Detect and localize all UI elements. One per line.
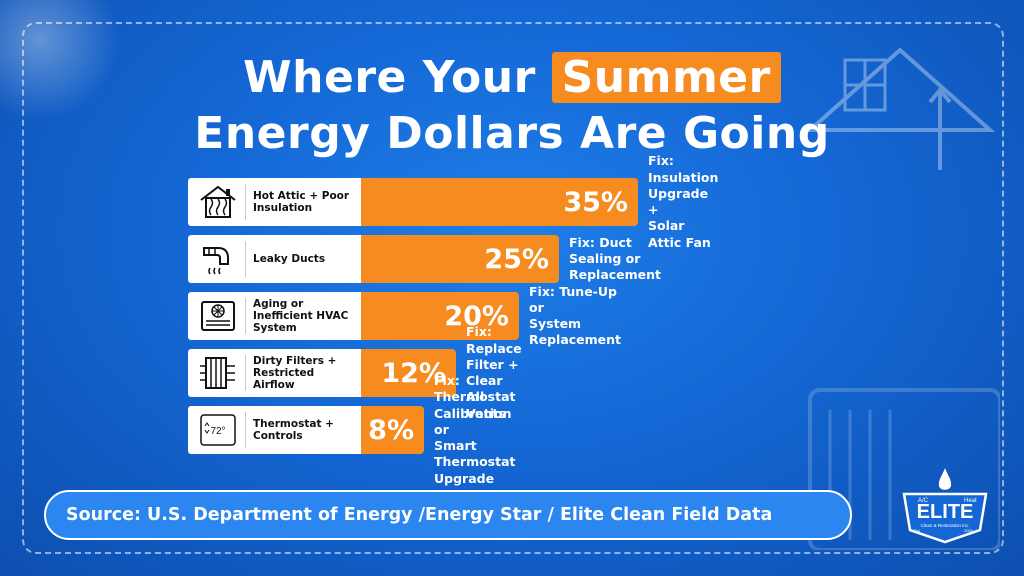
- svg-text:ELITE: ELITE: [917, 501, 974, 523]
- source-banner: Source: U.S. Department of Energy /Energ…: [44, 490, 852, 540]
- category-label: Hot Attic + Poor Insulation: [253, 189, 350, 214]
- category-label: Dirty Filters + Restricted Airflow: [253, 354, 337, 392]
- duct-icon: [198, 242, 238, 276]
- category-label-box: Dirty Filters + Restricted Airflow: [188, 349, 361, 397]
- fix-label: Fix: Duct Sealing or Replacement: [569, 234, 662, 283]
- divider: [245, 184, 246, 220]
- value-label: 35%: [563, 186, 628, 218]
- house-heat-icon: [198, 185, 238, 219]
- thermostat-icon: 72°: [198, 413, 238, 447]
- source-text: Source: U.S. Department of Energy /Energ…: [66, 505, 773, 525]
- divider: [245, 241, 246, 277]
- divider: [245, 412, 246, 448]
- title-highlight: Summer: [551, 52, 781, 103]
- category-label: Thermostat + Controls: [253, 417, 334, 442]
- value-label: 12%: [381, 357, 446, 389]
- dashed-frame: [22, 22, 1004, 554]
- bar: 8%: [361, 406, 424, 454]
- bar: 25%: [361, 235, 559, 283]
- fix-label: Fix: Insulation Upgrade + Solar Attic Fa…: [648, 153, 719, 250]
- divider: [245, 298, 246, 334]
- value-label: 25%: [484, 243, 549, 275]
- fix-label: Fix: Tune-Up or System Replacement: [529, 283, 622, 348]
- ac-unit-decoration: [808, 388, 1000, 550]
- fix-label: Fix: Thermostat Calibration or Smart The…: [434, 373, 516, 486]
- title-line-2: Energy Dollars Are Going: [194, 108, 830, 159]
- category-label-box: Leaky Ducts: [188, 235, 361, 283]
- bar: 12%: [361, 349, 456, 397]
- divider: [245, 355, 246, 391]
- hvac-unit-icon: [198, 299, 238, 333]
- elite-logo: ELITE A/C Heat Clean & Restoration Inc. …: [902, 468, 988, 544]
- category-label-box: Hot Attic + Poor Insulation: [188, 178, 361, 226]
- air-filter-icon: [198, 356, 238, 390]
- bar: 20%: [361, 292, 519, 340]
- svg-text:Est: Est: [914, 528, 921, 533]
- value-label: 8%: [368, 414, 414, 446]
- svg-text:A/C: A/C: [918, 498, 929, 504]
- value-label: 20%: [444, 300, 509, 332]
- svg-text:Heat: Heat: [964, 498, 977, 504]
- title-line-1: Where Your Summer: [0, 52, 1024, 103]
- svg-text:Clean & Restoration Inc.: Clean & Restoration Inc.: [921, 523, 970, 528]
- category-label: Leaky Ducts: [253, 252, 326, 265]
- category-label-box: 72° Thermostat + Controls: [188, 406, 361, 454]
- house-window-decoration: [804, 47, 996, 170]
- category-label-box: Aging or Inefficient HVAC System: [188, 292, 361, 340]
- svg-text:2000: 2000: [964, 528, 974, 533]
- bar: 35%: [361, 178, 638, 226]
- category-label: Aging or Inefficient HVAC System: [253, 297, 349, 335]
- svg-text:72°: 72°: [210, 426, 225, 437]
